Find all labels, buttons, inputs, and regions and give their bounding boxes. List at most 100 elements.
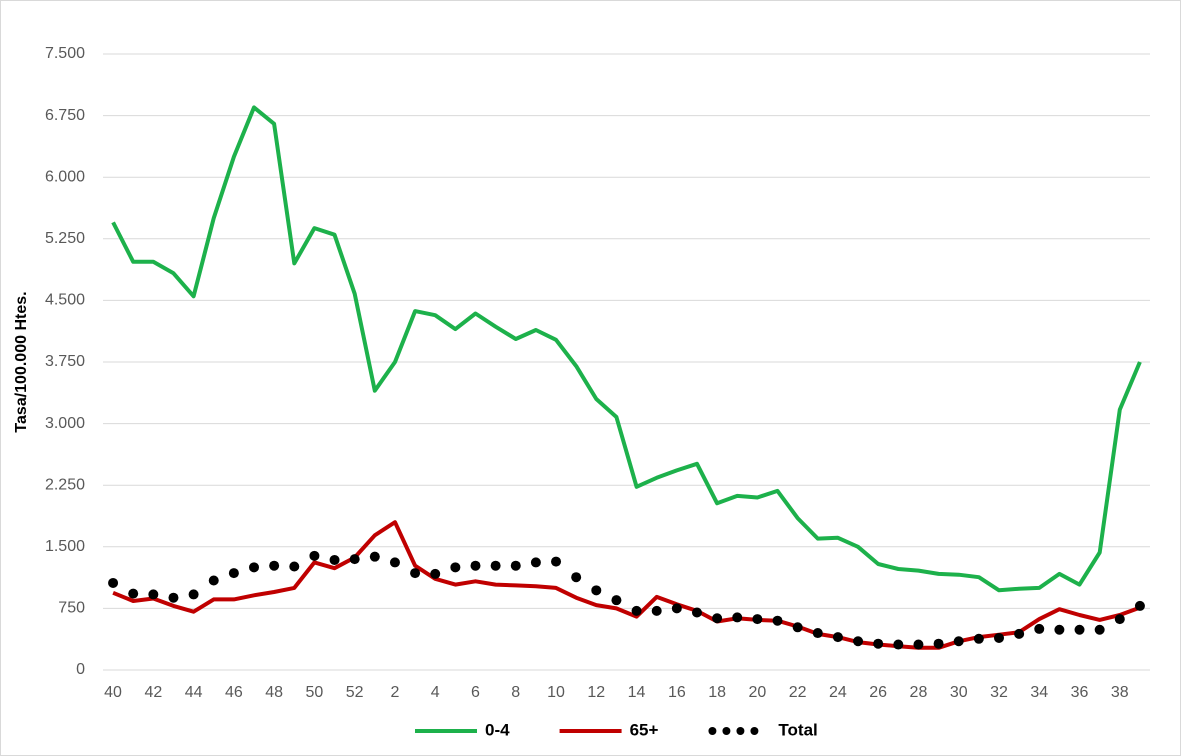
x-tick-label: 38 [1111,684,1129,701]
x-tick-label: 30 [950,684,968,701]
data-point [450,562,461,573]
data-point [832,632,843,643]
data-point [893,639,904,650]
data-point [369,551,380,562]
legend-label: 0-4 [485,720,510,739]
y-tick-label: 1.500 [45,538,85,555]
data-point [812,628,823,639]
data-point [1094,624,1105,635]
data-point [611,595,622,606]
data-point [732,612,743,623]
y-tick-label: 4.500 [45,292,85,309]
y-axis-label: Tasa/100.000 Htes. [13,291,30,432]
data-point [228,568,239,579]
data-point [349,554,360,565]
data-point [208,575,219,586]
data-point [168,592,179,603]
legend-swatch [708,727,717,735]
series-line [111,105,1142,593]
data-point [933,638,944,649]
data-point [1014,628,1025,639]
x-tick-label: 36 [1071,684,1089,701]
x-tick-label: 22 [789,684,807,701]
legend-label: 65+ [630,720,659,739]
y-tick-label: 6.750 [45,107,85,124]
y-tick-label: 6.000 [45,168,85,185]
x-tick-label: 8 [511,684,520,701]
data-point [309,550,320,561]
data-point [1054,624,1065,635]
data-point [329,554,340,565]
data-point [973,633,984,644]
data-point [792,622,803,633]
y-tick-label: 3.750 [45,353,85,370]
x-tick-label: 18 [708,684,726,701]
legend-swatch [750,727,759,735]
data-point [953,636,964,647]
data-point [289,561,300,572]
legend-label: Total [778,720,817,739]
x-tick-label: 10 [547,684,565,701]
x-tick-label: 24 [829,684,847,701]
data-point [671,603,682,614]
data-point [249,562,260,573]
data-point [993,632,1004,643]
data-point [430,568,441,579]
data-point [188,589,199,600]
x-tick-label: 2 [390,684,399,701]
x-tick-label: 28 [910,684,928,701]
data-point [651,605,662,616]
data-point [410,568,421,579]
x-tick-label: 6 [471,684,480,701]
x-tick-label: 32 [990,684,1008,701]
data-point [108,577,119,588]
x-tick-label: 42 [144,684,162,701]
series-line [112,520,1141,650]
data-point [148,589,159,600]
legend-swatch [736,727,745,735]
y-tick-label: 5.250 [45,230,85,247]
data-point [571,572,582,583]
x-tick-label: 26 [869,684,887,701]
y-tick-label: 2.250 [45,476,85,493]
x-tick-label: 52 [346,684,364,701]
data-point [490,560,501,571]
data-point [853,636,864,647]
x-tick-label: 50 [306,684,324,701]
data-point [530,557,541,568]
x-tick-label: 44 [185,684,203,701]
data-point [712,613,723,624]
data-point [1134,600,1145,611]
data-point [128,588,139,599]
data-point [691,607,702,618]
x-tick-label: 48 [265,684,283,701]
y-tick-label: 7.500 [45,45,85,62]
x-tick-label: 14 [628,684,646,701]
x-tick-label: 40 [104,684,122,701]
data-point [772,615,783,626]
data-point [510,560,521,571]
y-tick-label: 3.000 [45,415,85,432]
data-point [631,605,642,616]
data-point [551,556,562,567]
x-tick-label: 12 [587,684,605,701]
data-point [269,560,280,571]
y-tick-label: 0 [76,661,85,678]
x-tick-label: 34 [1030,684,1048,701]
data-point [1034,623,1045,634]
data-point [389,557,400,568]
data-point [470,560,481,571]
y-tick-label: 750 [58,600,85,617]
legend-swatch [722,727,731,735]
x-tick-label: 16 [668,684,686,701]
x-tick-label: 4 [431,684,440,701]
x-tick-label: 46 [225,684,243,701]
data-point [591,585,602,596]
data-point [1074,624,1085,635]
data-point [873,638,884,649]
data-point [1114,614,1125,625]
x-tick-label: 20 [748,684,766,701]
